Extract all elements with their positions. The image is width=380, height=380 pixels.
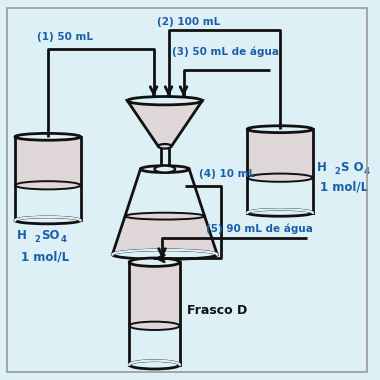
Text: 2: 2 — [334, 167, 340, 176]
Text: 1 mol/L: 1 mol/L — [21, 250, 69, 263]
Text: (4) 10 mL: (4) 10 mL — [198, 169, 255, 179]
Text: SO: SO — [41, 230, 60, 242]
Polygon shape — [161, 146, 169, 169]
Text: H: H — [317, 162, 326, 174]
Ellipse shape — [125, 213, 204, 220]
Ellipse shape — [141, 166, 189, 173]
Text: 1 mol/L: 1 mol/L — [320, 180, 368, 193]
Text: (2) 100 mL: (2) 100 mL — [157, 17, 220, 27]
Text: Frasco D: Frasco D — [187, 304, 247, 317]
Ellipse shape — [247, 209, 313, 216]
Ellipse shape — [247, 174, 313, 182]
Text: (3) 50 mL de água: (3) 50 mL de água — [172, 47, 279, 57]
Text: 4: 4 — [61, 235, 67, 244]
Polygon shape — [112, 216, 217, 255]
FancyBboxPatch shape — [129, 262, 180, 326]
Text: S O: S O — [341, 162, 364, 174]
Ellipse shape — [158, 144, 171, 149]
Ellipse shape — [127, 97, 202, 105]
Text: 2: 2 — [35, 235, 41, 244]
Text: (1) 50 mL: (1) 50 mL — [38, 32, 93, 42]
Text: (5) 90 mL de água: (5) 90 mL de água — [206, 223, 313, 234]
FancyBboxPatch shape — [15, 137, 81, 185]
Text: H: H — [17, 230, 27, 242]
Ellipse shape — [155, 166, 175, 173]
Ellipse shape — [15, 181, 81, 189]
Ellipse shape — [129, 258, 180, 266]
Ellipse shape — [15, 217, 81, 224]
Polygon shape — [127, 101, 202, 146]
Ellipse shape — [129, 321, 180, 330]
FancyBboxPatch shape — [247, 129, 313, 178]
Ellipse shape — [112, 250, 217, 259]
Text: 4: 4 — [363, 167, 369, 176]
Ellipse shape — [247, 126, 313, 133]
Ellipse shape — [129, 361, 180, 369]
Ellipse shape — [15, 133, 81, 140]
